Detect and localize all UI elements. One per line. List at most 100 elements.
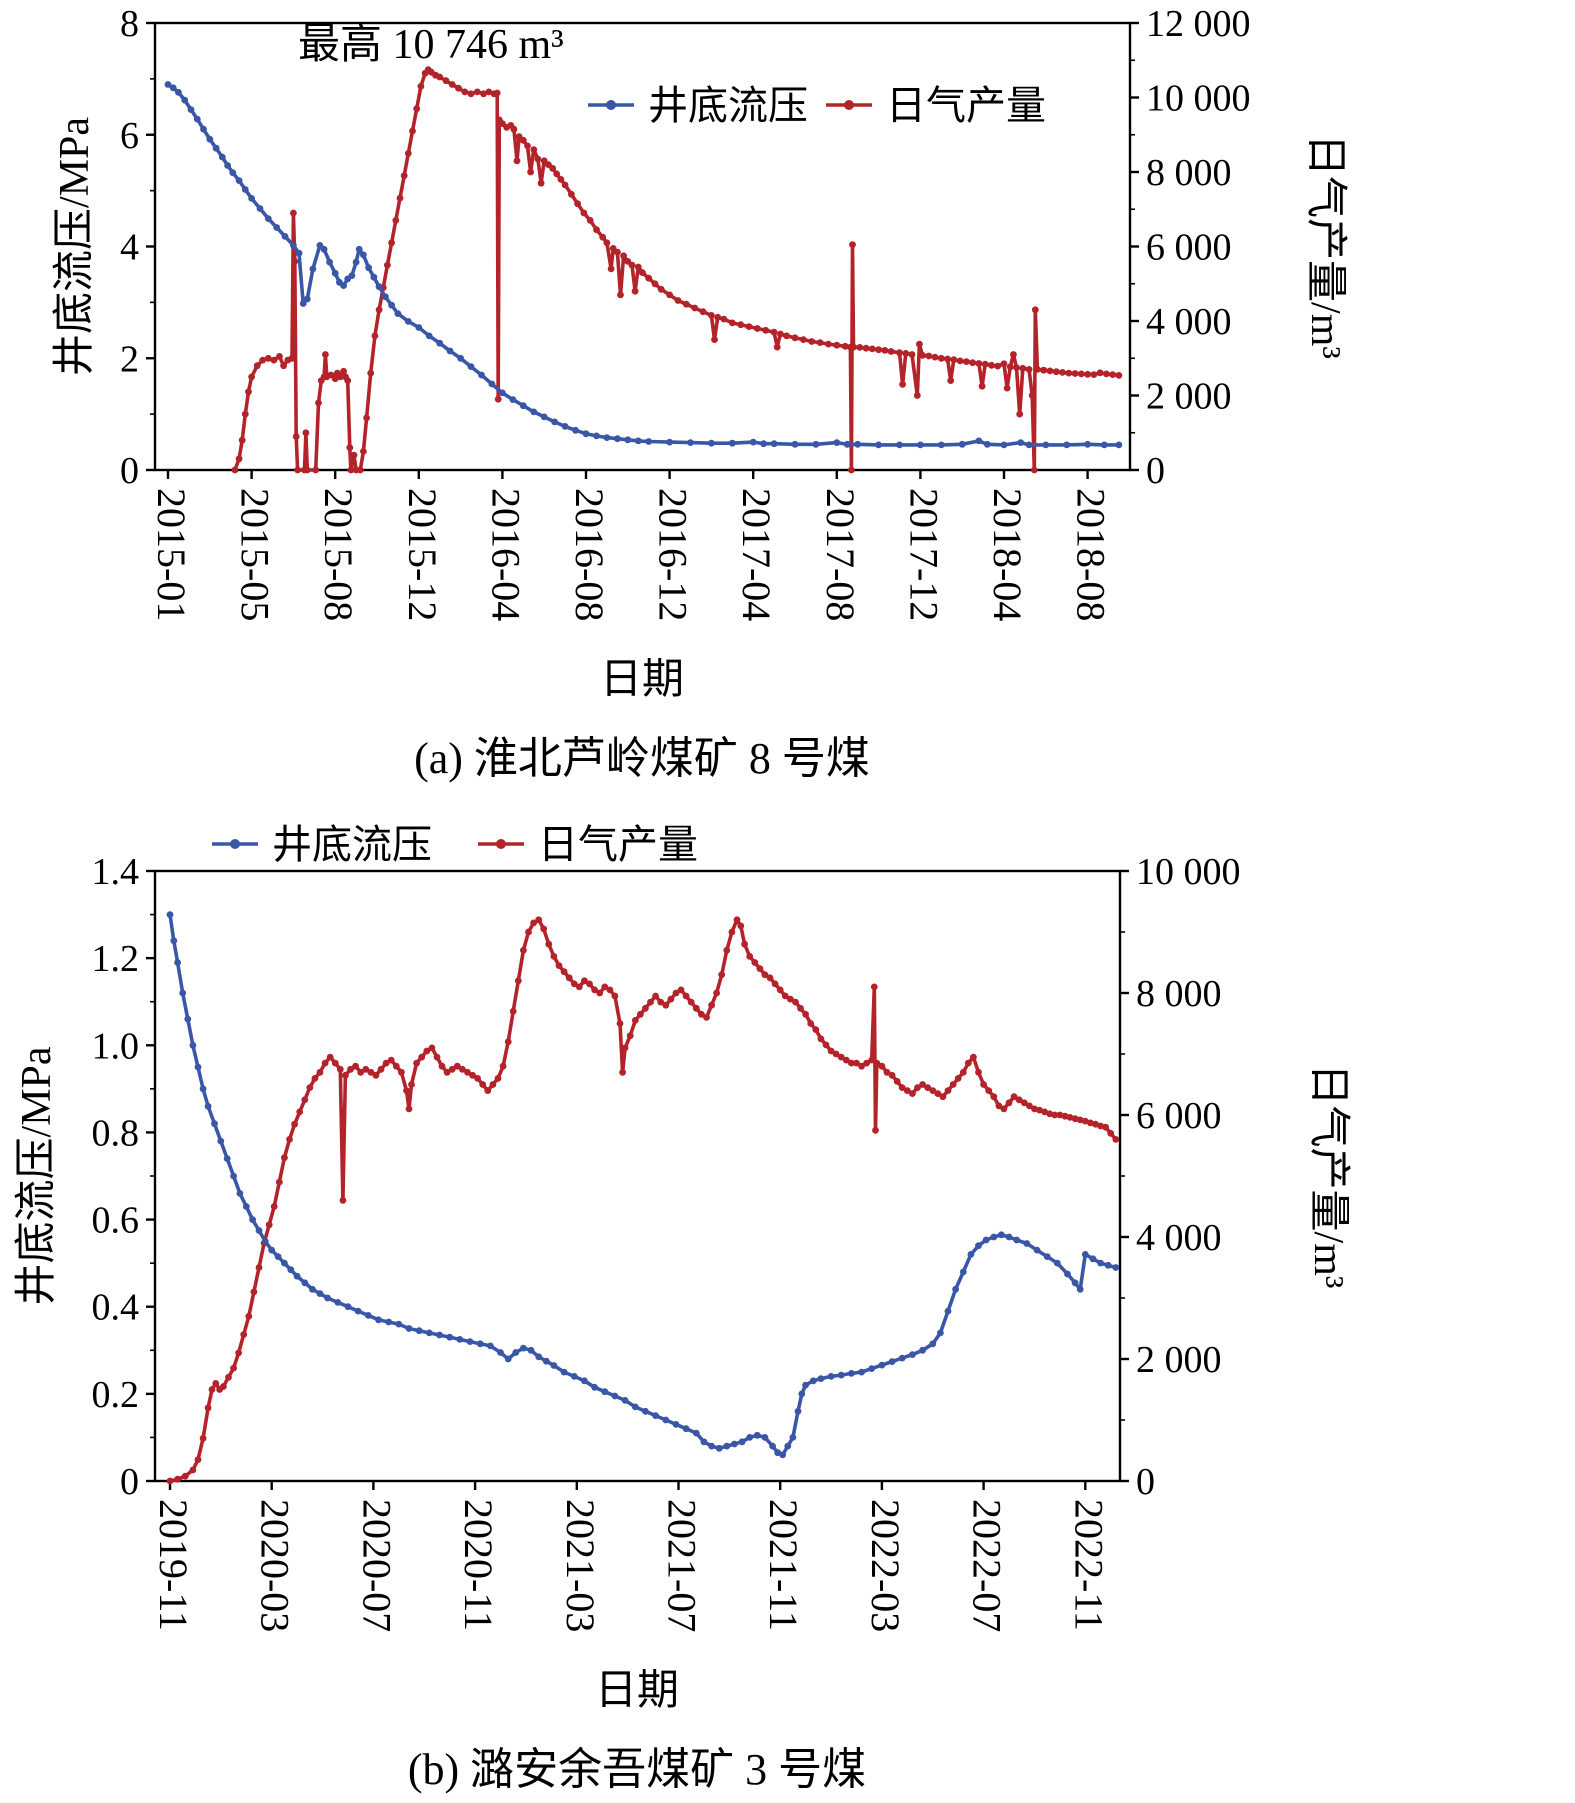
data-point <box>777 330 784 338</box>
data-point <box>218 153 226 161</box>
data-point <box>301 1279 309 1287</box>
data-point <box>700 1438 708 1446</box>
data-point <box>235 455 243 463</box>
data-point <box>316 1068 324 1076</box>
data-point <box>509 396 517 403</box>
data-point <box>519 136 527 144</box>
data-point <box>382 1059 390 1067</box>
data-point <box>964 1059 972 1067</box>
data-point <box>692 1429 700 1437</box>
data-point <box>281 1154 288 1162</box>
chart-b-caption: (b) 潞安余吾煤矿 3 号煤 <box>407 1745 867 1794</box>
x-tick-label: 2015-01 <box>149 488 194 621</box>
data-point <box>499 1062 507 1070</box>
data-point <box>249 1216 256 1223</box>
data-point <box>1034 366 1041 373</box>
data-point <box>944 1087 952 1094</box>
data-point <box>428 1044 436 1052</box>
data-point <box>174 959 182 966</box>
data-point <box>798 1390 806 1398</box>
data-point <box>355 245 363 253</box>
data-point <box>469 1071 476 1079</box>
data-point <box>375 283 383 291</box>
data-point <box>761 1434 769 1441</box>
data-point <box>212 144 220 152</box>
left-tick-label: 8 <box>120 8 139 45</box>
data-point <box>275 1178 283 1186</box>
data-point <box>309 265 317 273</box>
data-point <box>1104 1261 1112 1269</box>
data-point <box>916 340 923 348</box>
data-point <box>770 440 778 448</box>
data-point <box>413 1059 420 1067</box>
data-point <box>459 1065 466 1073</box>
data-point <box>396 194 404 202</box>
data-point <box>931 353 939 361</box>
data-point <box>194 1456 202 1463</box>
data-point <box>512 1349 520 1356</box>
data-point <box>540 413 548 421</box>
data-point <box>908 351 916 358</box>
data-point <box>582 430 590 438</box>
data-point <box>1025 441 1033 449</box>
data-point <box>352 258 360 266</box>
data-point <box>236 1190 244 1197</box>
data-point <box>494 1075 502 1082</box>
data-point <box>666 438 673 446</box>
data-point <box>682 300 690 308</box>
data-point <box>395 1320 403 1328</box>
data-point <box>914 1084 921 1091</box>
left-tick-label: 1.4 <box>92 851 140 893</box>
data-point <box>334 1299 342 1306</box>
data-point <box>322 351 329 358</box>
data-point <box>331 1059 339 1067</box>
data-point <box>939 1093 947 1101</box>
data-point <box>250 1288 258 1296</box>
chart-a-x-axis-title: 日期 <box>599 657 684 703</box>
data-point <box>1042 441 1050 449</box>
x-tick-label: 2021-03 <box>558 1499 603 1632</box>
data-point <box>487 1342 494 1350</box>
data-point <box>524 142 531 150</box>
data-point <box>1026 1102 1033 1110</box>
data-point <box>751 959 759 966</box>
data-point <box>484 1087 492 1094</box>
data-point <box>816 339 824 346</box>
left-tick-label: 6 <box>120 115 139 157</box>
data-point <box>988 361 995 369</box>
data-point <box>1071 370 1079 377</box>
data-point <box>488 380 496 388</box>
data-point <box>1059 369 1066 376</box>
data-point <box>888 1071 896 1079</box>
data-point <box>812 1026 820 1033</box>
data-point <box>270 356 278 364</box>
data-point <box>875 441 882 449</box>
data-point <box>388 301 395 309</box>
data-point <box>586 980 593 988</box>
data-point <box>800 336 807 343</box>
data-point <box>634 437 642 445</box>
data-point <box>238 436 246 444</box>
data-point <box>593 432 600 440</box>
data-point <box>388 239 395 247</box>
data-point <box>770 328 778 336</box>
data-point <box>339 1197 347 1204</box>
left-tick-label: 1.2 <box>92 938 140 980</box>
data-point <box>1036 1106 1043 1114</box>
chart-a-caption: (a) 淮北芦岭煤矿 8 号煤 <box>414 734 870 783</box>
data-point <box>593 226 600 234</box>
data-point <box>746 1434 754 1441</box>
data-point <box>204 1404 212 1412</box>
data-point <box>645 438 653 445</box>
data-point <box>591 986 598 994</box>
data-point <box>489 1081 497 1088</box>
left-tick-label: 1.0 <box>92 1025 140 1067</box>
data-point <box>963 358 970 365</box>
data-point <box>527 1346 535 1354</box>
data-point <box>181 96 189 104</box>
chart-b-section: 0 0.2 0.4 0.6 0.8 1.0 1.2 1.4 0 2 000 4 000 6 000 8 … <box>0 816 1575 1797</box>
data-point <box>1013 364 1020 371</box>
data-point <box>779 1451 787 1459</box>
data-point <box>741 940 748 948</box>
data-point <box>711 336 718 343</box>
